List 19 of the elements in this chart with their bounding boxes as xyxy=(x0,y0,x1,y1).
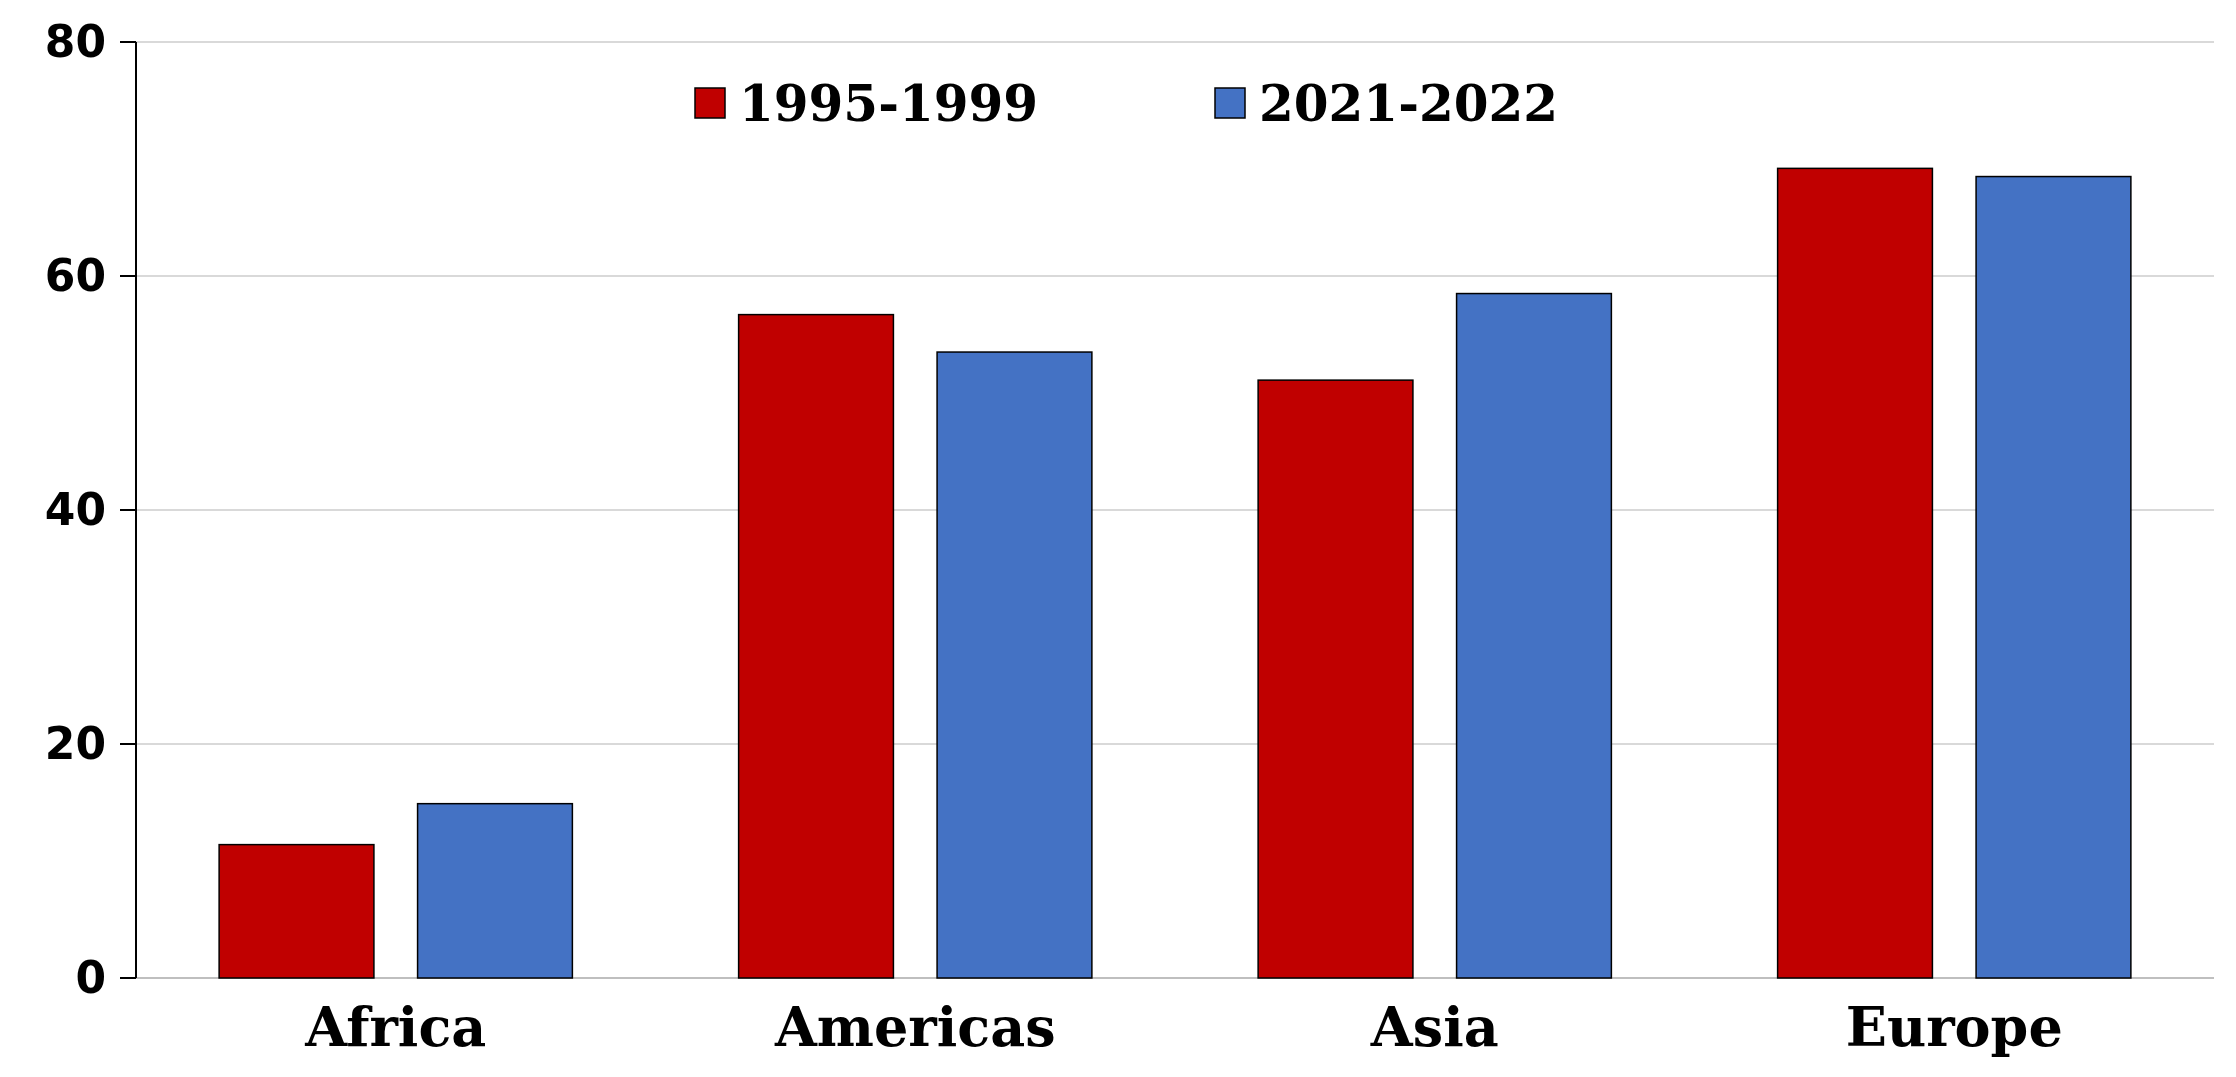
bar xyxy=(1455,292,1613,979)
y-tick-label: 80 xyxy=(44,16,106,68)
legend-label: 1995-1999 xyxy=(739,73,1039,133)
x-tick-label: Africa xyxy=(304,995,487,1059)
x-tick-label: Europe xyxy=(1845,995,2063,1059)
y-tick-label: 20 xyxy=(44,718,106,770)
bar xyxy=(1776,167,1934,979)
x-tick-label: Asia xyxy=(1369,995,1499,1059)
bar xyxy=(218,843,375,979)
bar xyxy=(1975,175,2132,979)
y-tick-label: 0 xyxy=(75,952,106,1004)
bar xyxy=(416,802,574,979)
x-tick-label: Americas xyxy=(773,995,1056,1059)
y-tick-label: 40 xyxy=(44,484,106,536)
bar xyxy=(936,351,1093,979)
y-tick-label: 60 xyxy=(44,250,106,302)
bar xyxy=(1257,379,1414,979)
bar xyxy=(737,313,895,979)
legend-label: 2021-2022 xyxy=(1259,73,1559,133)
